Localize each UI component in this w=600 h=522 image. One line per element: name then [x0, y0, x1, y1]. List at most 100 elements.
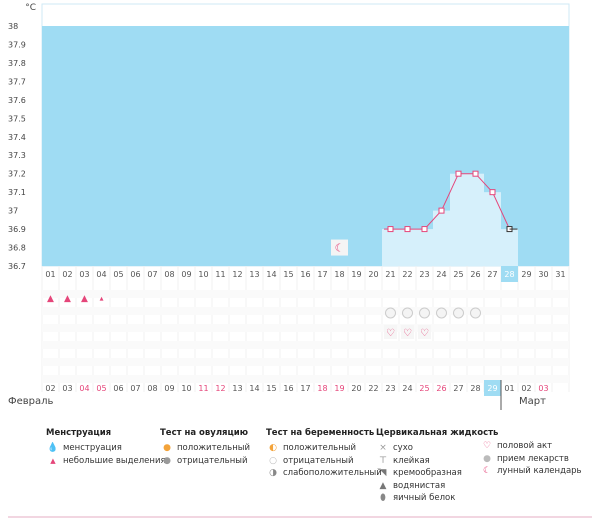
temperature-point: [455, 170, 462, 177]
date-label-bottom: 25: [419, 384, 429, 393]
y-tick-label: 37.6: [8, 96, 26, 105]
cross-icon: ×: [379, 443, 387, 454]
test-weak-icon: ◑: [269, 468, 277, 479]
day-label-top: 06: [130, 270, 140, 279]
heart-cell: [418, 325, 431, 339]
water-drop-icon: ▲: [379, 480, 387, 491]
date-label-bottom: 26: [436, 384, 446, 393]
day-label-top: 05: [113, 270, 123, 279]
date-label-bottom: 27: [453, 384, 463, 393]
y-tick-label: 36.8: [8, 244, 26, 253]
spotting-drop-icon: ▲: [100, 296, 104, 302]
legend-cervical-watery: водянистая: [393, 480, 446, 491]
day-label-top: 22: [402, 270, 412, 279]
moon-icon: ☾: [335, 242, 345, 255]
day-label-top: 29: [521, 270, 531, 279]
y-tick-label: 37.1: [8, 188, 26, 197]
date-label-bottom: 17: [300, 384, 310, 393]
temperature-bar: [433, 210, 450, 266]
day-label-top: 27: [487, 270, 497, 279]
month-label-march: Март: [519, 396, 546, 407]
legend-menstruation: Менструация 💧 менструация ▲ небольшие выде…: [46, 428, 166, 467]
date-label-bottom: 07: [130, 384, 140, 393]
day-label-top: 10: [198, 270, 208, 279]
date-label-bottom: 05: [96, 384, 106, 393]
date-label-bottom: 04: [79, 384, 89, 393]
day-label-top: 28: [504, 270, 514, 279]
date-label-bottom: 11: [198, 384, 208, 393]
legend-medication: прием лекарств: [497, 453, 569, 464]
day-label-top: 15: [283, 270, 293, 279]
day-label-top: 08: [164, 270, 174, 279]
legend-cervical-sticky: клейкая: [393, 455, 430, 466]
menstruation-drop-icon: ▲: [81, 294, 88, 304]
legend-intercourse: половой акт: [497, 441, 553, 452]
legend-pregnancy-title: Тест на беременность: [266, 428, 375, 438]
y-tick-label: 37.8: [8, 59, 26, 68]
cream-icon: ◥: [379, 468, 387, 479]
row-stripe: [42, 375, 569, 383]
day-label-top: 16: [300, 270, 310, 279]
date-label-bottom: 20: [351, 384, 361, 393]
drop-icon: 💧: [47, 443, 59, 454]
legend-pregnancy-negative: отрицательный: [283, 455, 354, 466]
bottom-divider: [8, 516, 592, 518]
temperature-point: [404, 226, 411, 233]
date-label-bottom: 23: [385, 384, 395, 393]
legend-pregnancy-weak: слабоположительный: [283, 468, 382, 479]
date-label-bottom: 16: [283, 384, 293, 393]
date-label-bottom: 03: [538, 384, 548, 393]
pregnancy-test-icon: [402, 307, 413, 319]
row-stripe: [42, 341, 569, 349]
grey-sun-icon: ●: [163, 455, 171, 466]
date-label-bottom: 29: [487, 384, 497, 393]
day-label-top: 20: [368, 270, 378, 279]
legend-other: ♡ половой акт ● прием лекарств ☾ лунный кал…: [480, 440, 582, 478]
heart-icon: ♡: [386, 328, 395, 339]
day-label-top: 31: [555, 270, 565, 279]
legend-lunar: лунный календарь: [497, 466, 582, 477]
day-label-top: 23: [419, 270, 429, 279]
heart-icon: ♡: [482, 441, 492, 452]
temperature-point: [438, 207, 445, 214]
pill-icon: ●: [483, 453, 491, 464]
day-label-top: 19: [351, 270, 361, 279]
date-label-bottom: 08: [147, 384, 157, 393]
legend-menstruation-label: менструация: [63, 443, 122, 454]
day-label-top: 25: [453, 270, 463, 279]
pregnancy-test-icon: [385, 307, 396, 319]
date-label-bottom: 18: [317, 384, 327, 393]
day-label-top: 01: [45, 270, 55, 279]
temperature-point: [472, 170, 479, 177]
date-label-bottom: 13: [232, 384, 242, 393]
temperature-bar: [382, 229, 399, 266]
date-label-bottom: 02: [45, 384, 55, 393]
date-label-bottom: 15: [266, 384, 276, 393]
date-label-bottom: 24: [402, 384, 412, 393]
day-label-top: 07: [147, 270, 157, 279]
row-stripe: [42, 307, 569, 315]
day-label-top: 21: [385, 270, 395, 279]
day-label-top: 13: [249, 270, 259, 279]
temperature-bar: [399, 229, 416, 266]
pregnancy-test-icon: [419, 307, 430, 319]
y-tick-label: 36.7: [8, 262, 26, 271]
current-day-highlight: [501, 266, 518, 282]
legend-cervical-dry: сухо: [393, 443, 413, 454]
day-label-top: 02: [62, 270, 72, 279]
menstruation-drop-icon: ▲: [64, 294, 71, 304]
date-label-bottom: 01: [504, 384, 514, 393]
legend-cervical-title: Цервикальная жидкость: [376, 428, 499, 438]
y-tick-label: 37: [8, 207, 18, 216]
date-label-bottom: 12: [215, 384, 225, 393]
current-date-highlight: [484, 380, 501, 396]
pregnancy-test-icon: [470, 307, 481, 319]
bbt-chart: °C 38 37.9 37.8 37.7 37.6 37.5 37.4 37.3 37.2 37.1…: [8, 3, 570, 410]
test-negative-icon: ○: [269, 455, 277, 466]
month-label-february: Февраль: [8, 396, 54, 407]
legend-ovulation-positive: положительный: [177, 443, 250, 454]
temperature-point: [421, 226, 428, 233]
date-label-bottom: 22: [368, 384, 378, 393]
day-label-top: 17: [317, 270, 327, 279]
date-label-bottom: 06: [113, 384, 123, 393]
